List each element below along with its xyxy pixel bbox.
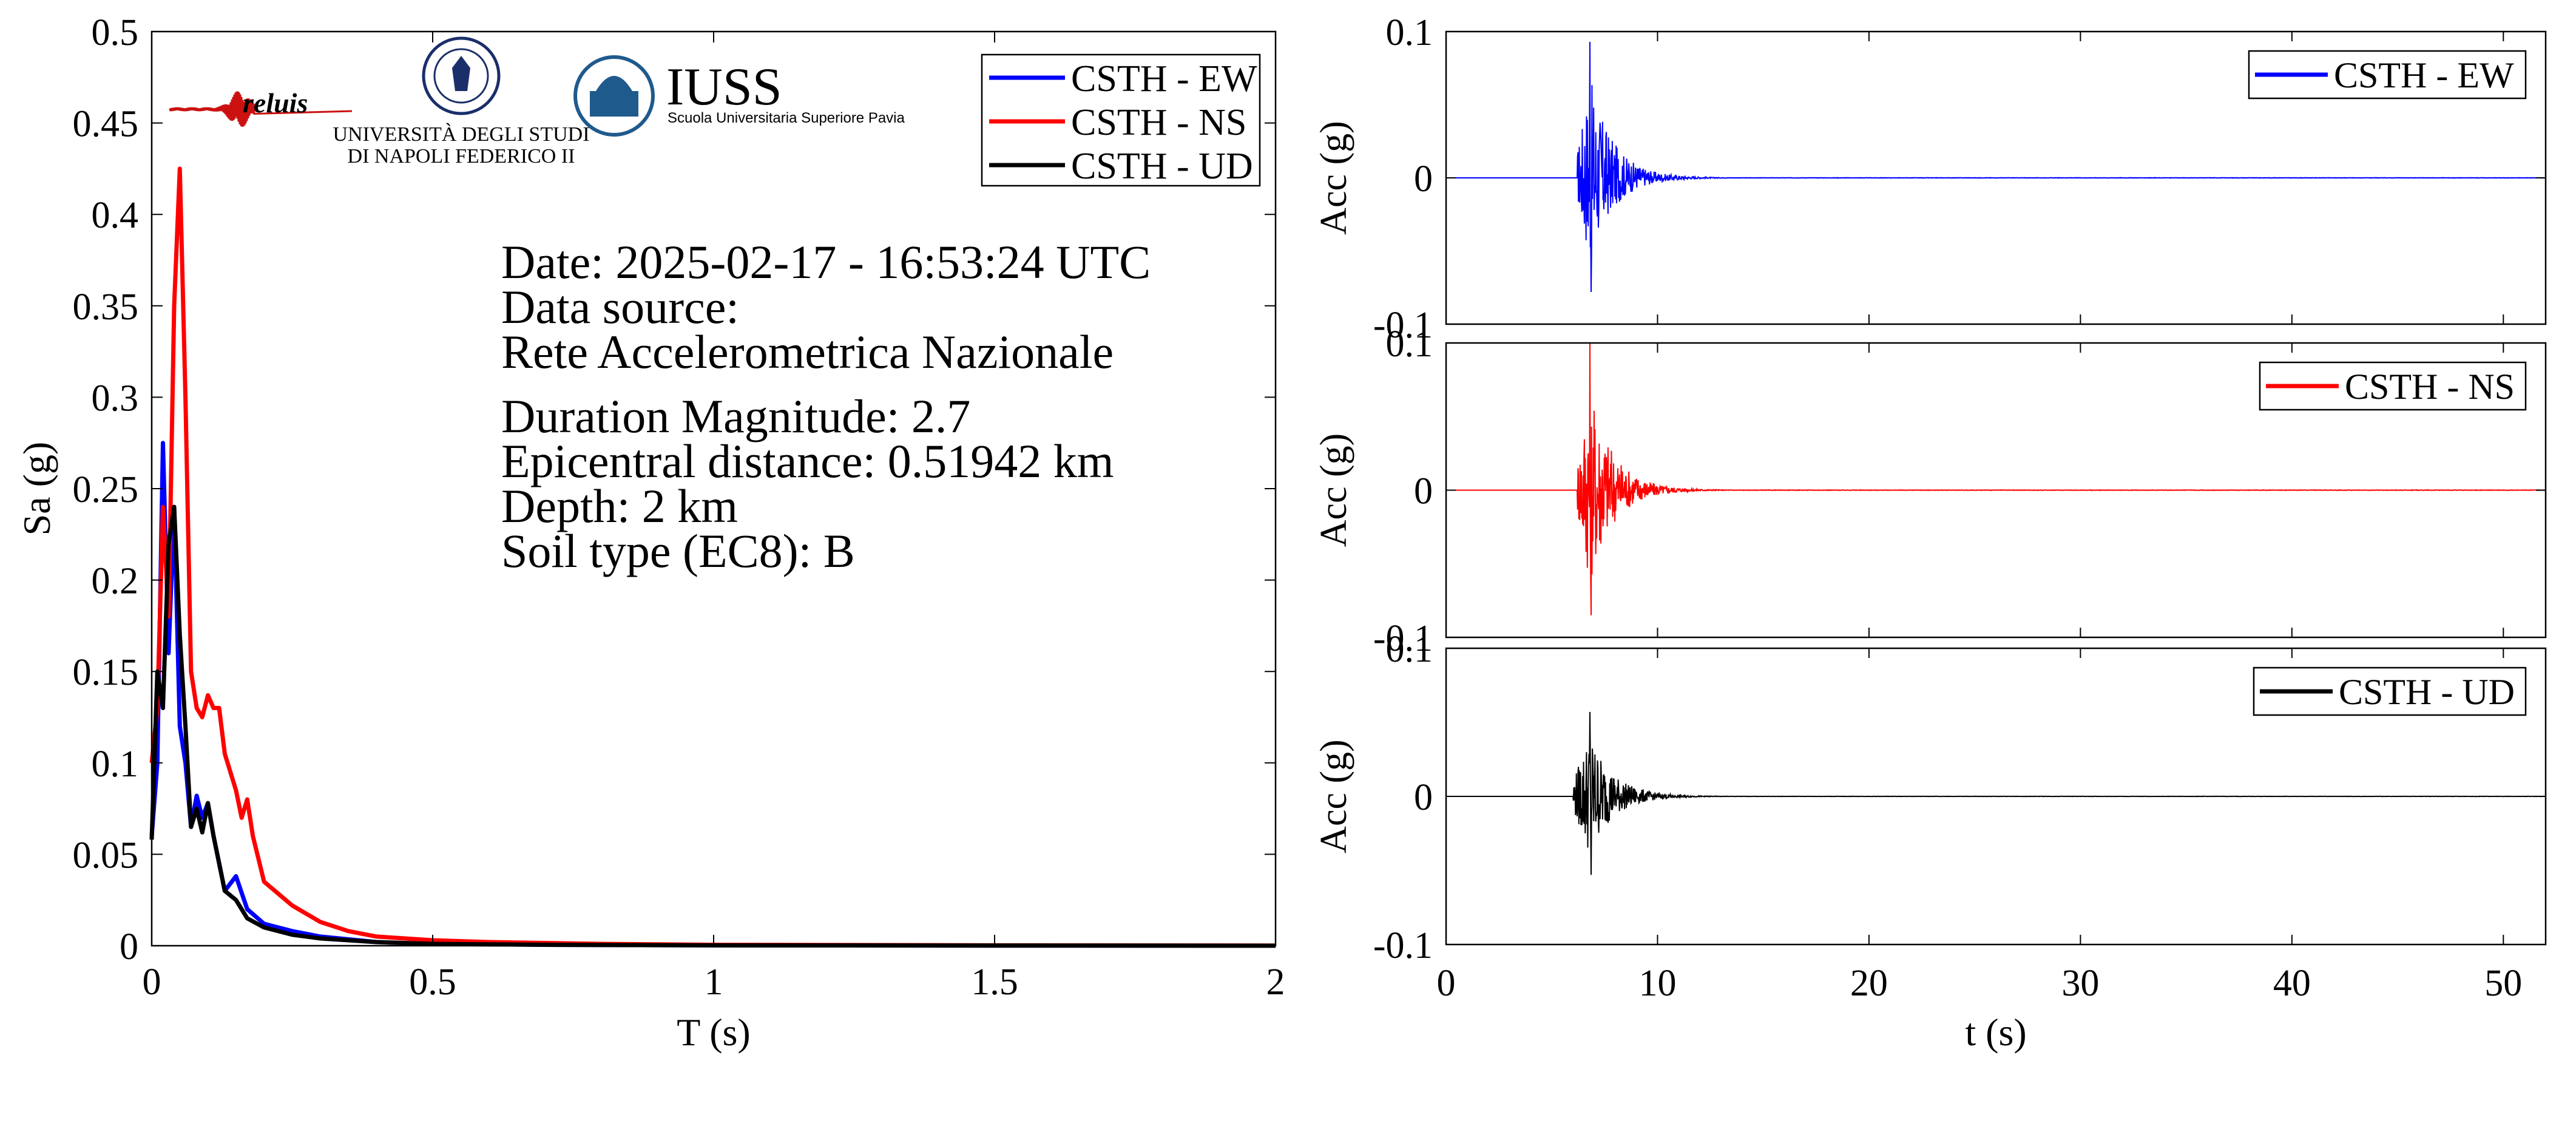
y-tick-label: 0.05: [73, 835, 139, 876]
y-tick-label: 0.45: [73, 104, 139, 145]
y-tick-label: 0.3: [92, 378, 139, 419]
reluis-logo: reluis: [169, 87, 353, 127]
unina-seal-figure-icon: [452, 56, 470, 91]
legend-label-ew: CSTH - EW: [1071, 58, 1257, 100]
acc-trace-ew: [1446, 41, 2546, 293]
unina-seal-icon: [422, 36, 501, 115]
event-date: Date: 2025-02-17 - 16:53:24 UTC: [501, 236, 1151, 288]
legend-label-ud: CSTH - UD: [1071, 146, 1253, 187]
x-tick-label: 20: [1850, 963, 1888, 1004]
unina-line1: UNIVERSITÀ DEGLI STUDI: [333, 123, 589, 146]
duration-magnitude: Duration Magnitude: 2.7: [501, 390, 970, 443]
data-source-label: Data source:: [501, 280, 739, 333]
x-tick-label: 1.5: [971, 962, 1018, 1003]
soil-type: Soil type (EC8): B: [501, 524, 855, 577]
x-tick-label: 0: [1437, 963, 1456, 1004]
y-tick-label: 0.1: [1386, 324, 1433, 365]
x-axis-label: T (s): [677, 1011, 750, 1054]
legend-label-ud: CSTH - UD: [2339, 672, 2515, 712]
unina-logo: UNIVERSITÀ DEGLI STUDI DI NAPOLI FEDERIC…: [333, 36, 590, 168]
y-tick-label: 0: [1414, 158, 1433, 200]
iuss-emblem-icon: [573, 55, 655, 137]
legend-label-ew: CSTH - EW: [2334, 55, 2514, 95]
acc-panel-ew: -0.1 0 0.1 Acc (g) CSTH - EW: [1313, 12, 2547, 346]
iuss-building-icon: [590, 91, 638, 117]
acc-y-axis-label: Acc (g): [1313, 121, 1354, 235]
x-tick-label: 40: [2273, 963, 2311, 1004]
iuss-subtitle: Scuola Universitaria Superiore Pavia: [668, 110, 905, 126]
y-tick-label: 0.35: [73, 287, 139, 328]
y-tick-label: -0.1: [1373, 925, 1433, 966]
data-source: Rete Accelerometrica Nazionale: [501, 325, 1114, 378]
acc-legend-ns: CSTH - NS: [2259, 361, 2527, 411]
y-tick-label: 0.4: [92, 195, 139, 236]
y-tick-label: 0: [1414, 777, 1433, 818]
legend-label-ns: CSTH - NS: [1071, 102, 1246, 143]
y-tick-label: -0.1: [1373, 305, 1433, 346]
acc-legend-ud: CSTH - UD: [2253, 666, 2527, 716]
spectrum-plot: 0 0.05 0.1 0.15 0.2 0.25 0.3 0.35 0.4 0.45 0.5 0 0.5…: [15, 12, 1285, 1054]
x-tick-label: 30: [2061, 963, 2099, 1004]
x-axis-label: t (s): [1965, 1011, 2026, 1054]
x-tick-label: 0.5: [409, 962, 456, 1003]
unina-line2: DI NAPOLI FEDERICO II: [348, 145, 575, 168]
acc-legend-ew: CSTH - EW: [2248, 50, 2527, 100]
y-tick-label: 0: [120, 926, 138, 968]
acc-panel-ns: -0.1 0 0.1 Acc (g) CSTH - NS: [1313, 324, 2547, 659]
x-tick-label: 50: [2484, 963, 2522, 1004]
y-tick-label: -0.1: [1373, 618, 1433, 659]
y-tick-label: 0.25: [73, 469, 139, 510]
unina-seal-inner-icon: [433, 48, 489, 104]
iuss-dome-icon: [596, 76, 632, 91]
reluis-wave-icon: [169, 91, 353, 127]
y-tick-label: 0.5: [92, 12, 139, 53]
y-tick-label: 0.2: [92, 561, 139, 602]
acc-y-axis-label: Acc (g): [1313, 739, 1354, 853]
spectrum-line-ud: [149, 504, 1276, 948]
acc-trace-ud: [1446, 711, 2546, 875]
epicentral-distance: Epicentral distance: 0.51942 km: [501, 435, 1114, 487]
iuss-logo: IUSS Scuola Universitaria Superiore Pavi…: [573, 55, 905, 137]
acc-panel-ud: -0.1 0 0.1 Acc (g) CSTH - UD: [1313, 629, 2547, 966]
depth: Depth: 2 km: [501, 480, 738, 532]
acc-y-axis-label: Acc (g): [1313, 433, 1354, 548]
y-tick-label: 0.1: [1386, 629, 1433, 670]
iuss-name: IUSS: [666, 58, 782, 117]
x-tick-label: 2: [1266, 962, 1285, 1003]
x-tick-label: 10: [1638, 963, 1676, 1004]
spectrum-line-ns: [149, 166, 1276, 948]
y-tick-label: 0.1: [92, 744, 139, 785]
y-tick-label: 0: [1414, 471, 1433, 512]
reluis-logo-text: reluis: [243, 87, 308, 118]
y-axis-label: Sa (g): [15, 442, 58, 536]
x-tick-label: 0: [143, 962, 161, 1003]
legend-label-ns: CSTH - NS: [2345, 367, 2515, 407]
acc-trace-ns: [1446, 342, 2546, 616]
x-tick-label: 1: [705, 962, 723, 1003]
y-tick-label: 0.1: [1386, 12, 1433, 53]
event-info: Date: 2025-02-17 - 16:53:24 UTC Data sou…: [501, 236, 1151, 577]
y-tick-label: 0.15: [73, 652, 139, 693]
